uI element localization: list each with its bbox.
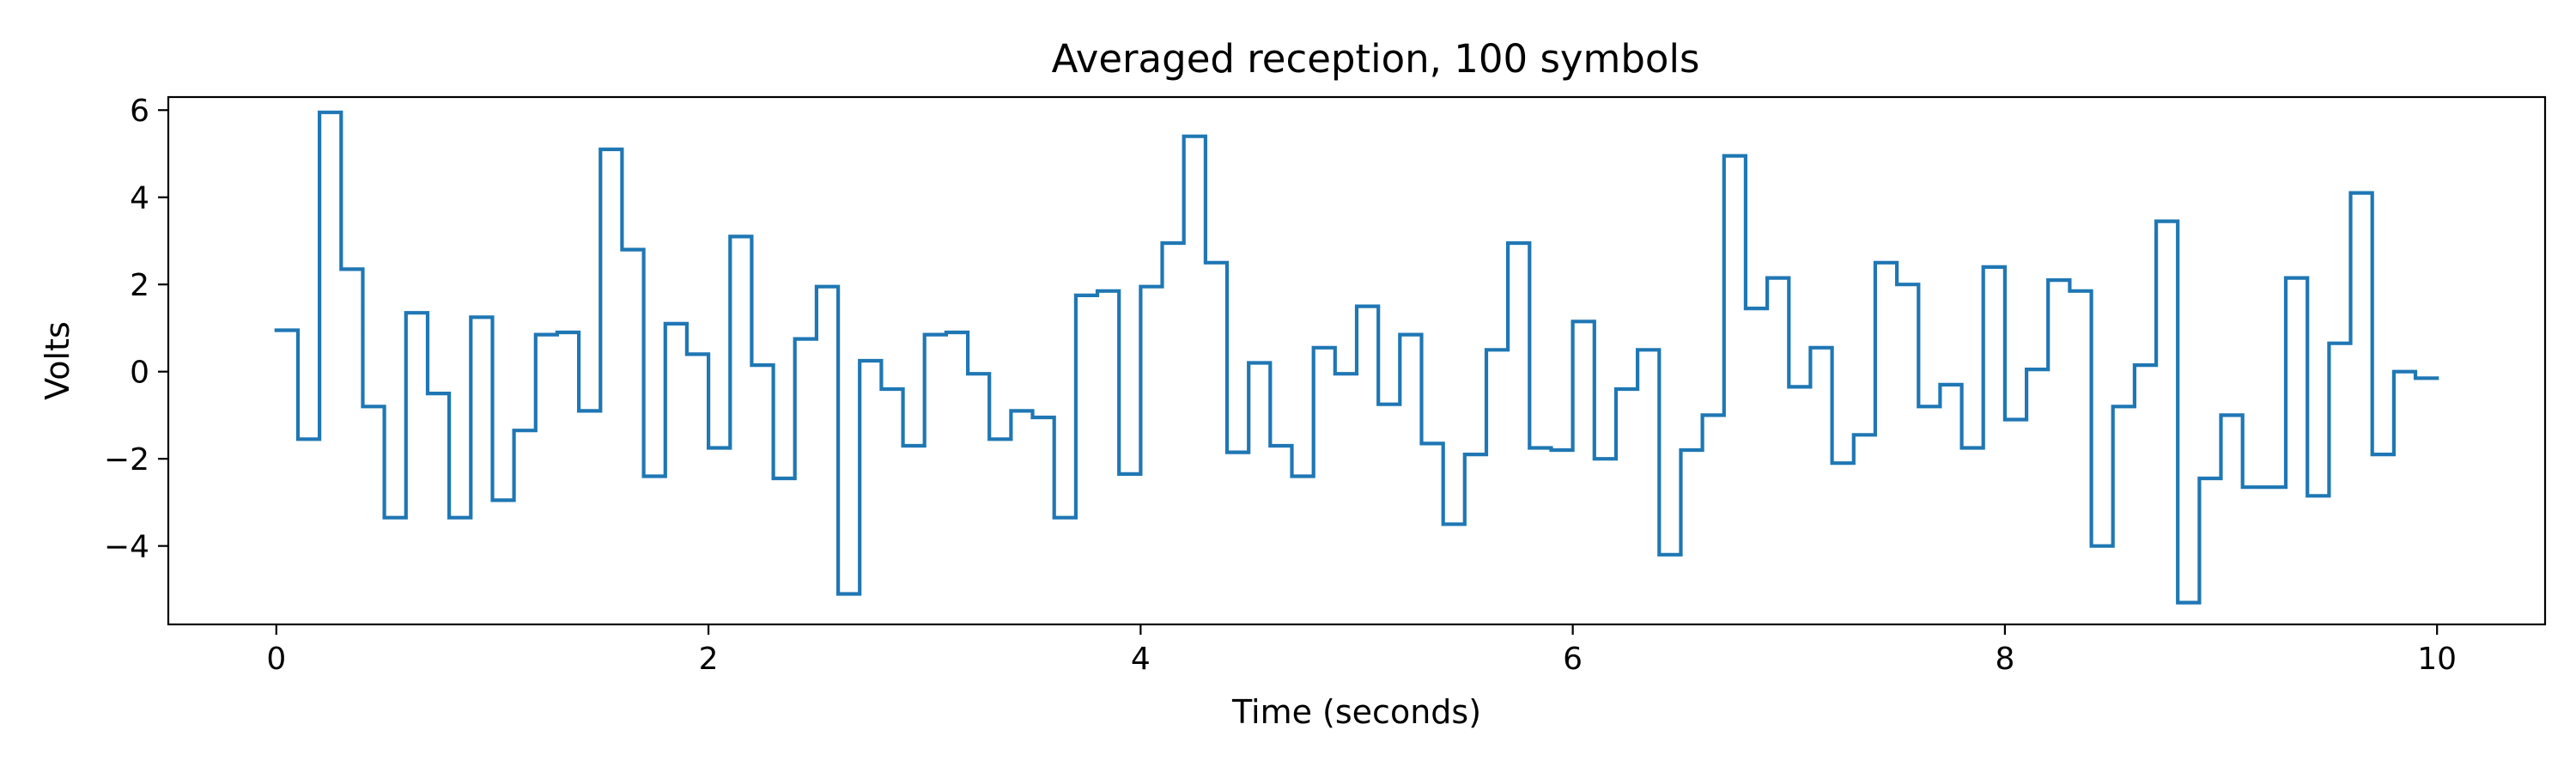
x-axis-label: Time (seconds) [1231,693,1481,731]
x-axis: 0 2 4 6 8 10 [266,624,2457,677]
y-axis: −4 −2 0 2 4 6 [104,94,168,565]
y-axis-label: Volts [39,321,76,400]
y-tick-label: 2 [130,268,149,303]
x-tick-label: 2 [699,642,719,677]
plot-frame [167,95,2547,626]
y-tick-label: 0 [130,356,149,391]
y-tick-label: −4 [104,530,149,565]
x-tick-label: 10 [2417,642,2457,677]
x-tick-label: 6 [1563,642,1583,677]
y-tick-label: 6 [130,94,149,129]
y-tick-label: 4 [130,181,149,216]
x-tick-label: 0 [266,642,286,677]
x-tick-label: 4 [1131,642,1151,677]
x-tick-label: 8 [1995,642,2014,677]
chart-title: Averaged reception, 100 symbols [1052,36,1700,82]
y-tick-label: −2 [104,442,149,478]
plot-area [167,95,2547,626]
series-line [274,110,2439,605]
series-layer [274,110,2439,605]
